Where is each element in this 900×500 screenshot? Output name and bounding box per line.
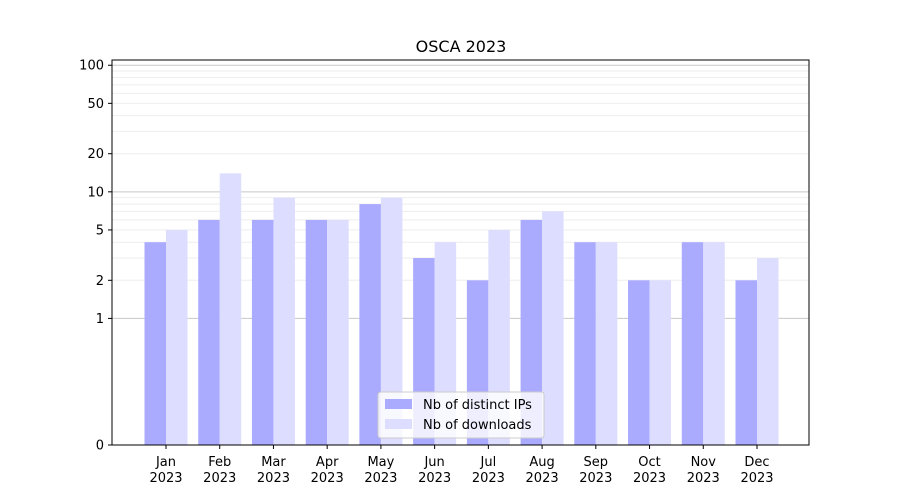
x-tick-label-year: 2023: [149, 471, 182, 486]
bar-distinct-ips: [628, 280, 650, 445]
x-tick-label-month: Aug: [529, 455, 554, 470]
x-tick-label-month: Apr: [316, 455, 339, 470]
chart-title: OSCA 2023: [416, 37, 507, 56]
bar-distinct-ips: [735, 280, 757, 445]
bar-distinct-ips: [681, 242, 704, 445]
bar-downloads: [327, 219, 349, 445]
x-tick-label-month: Jun: [423, 455, 444, 470]
x-tick-label-year: 2023: [687, 471, 720, 486]
bar-distinct-ips: [251, 219, 274, 445]
x-tick-label-month: May: [367, 455, 394, 470]
y-tick-label: 50: [87, 97, 104, 112]
bar-distinct-ips: [520, 219, 543, 445]
x-tick-label-month: Jul: [480, 455, 497, 470]
bar-distinct-ips: [198, 219, 220, 445]
x-tick-label-year: 2023: [579, 471, 612, 486]
legend-swatch: [385, 419, 412, 429]
legend-label: Nb of downloads: [423, 418, 532, 433]
x-tick-label-year: 2023: [257, 471, 290, 486]
y-tick-label: 10: [87, 185, 104, 200]
bar-downloads: [542, 211, 564, 445]
bar-downloads: [757, 258, 779, 445]
legend-swatch: [385, 399, 412, 409]
x-tick-label-year: 2023: [472, 471, 505, 486]
x-tick-label-month: Feb: [208, 455, 231, 470]
bar-distinct-ips: [574, 242, 596, 445]
legend-box: [377, 391, 545, 439]
x-tick-label-month: Oct: [638, 455, 660, 470]
bar-downloads: [380, 197, 403, 445]
bar-downloads: [649, 280, 672, 445]
bar-distinct-ips: [305, 219, 328, 445]
x-tick-label-year: 2023: [203, 471, 236, 486]
y-tick-label: 5: [96, 223, 104, 238]
plot-frame: [111, 59, 810, 446]
x-axis: Jan2023Feb2023Mar2023Apr2023May2023Jun20…: [149, 445, 774, 486]
x-tick-label-year: 2023: [364, 471, 397, 486]
legend: Nb of distinct IPs Nb of downloads: [377, 391, 545, 439]
x-tick-label-year: 2023: [740, 471, 773, 486]
x-tick-label-year: 2023: [418, 471, 451, 486]
bar-downloads: [595, 242, 618, 445]
y-tick-label: 1: [96, 312, 104, 327]
bar-downloads: [273, 197, 295, 445]
y-axis: 0 1 2 5 10 20 50 100: [79, 59, 112, 454]
bar-downloads: [488, 229, 510, 445]
legend-label: Nb of distinct IPs: [423, 398, 532, 413]
x-tick-label-month: Mar: [261, 455, 286, 470]
x-tick-label-month: Sep: [584, 455, 609, 470]
bar-downloads: [703, 242, 725, 445]
y-tick-label: 100: [79, 59, 104, 74]
x-tick-label-month: Jan: [155, 455, 176, 470]
y-tick-label: 2: [96, 274, 104, 289]
x-tick-label-year: 2023: [633, 471, 666, 486]
bar-distinct-ips: [144, 242, 166, 445]
x-tick-label-month: Dec: [744, 455, 769, 470]
x-tick-label-year: 2023: [311, 471, 344, 486]
x-tick-label-month: Nov: [691, 455, 717, 470]
x-tick-label-year: 2023: [526, 471, 559, 486]
bar-distinct-ips: [359, 204, 381, 445]
y-tick-label: 0: [96, 439, 104, 454]
bar-downloads: [166, 229, 188, 445]
y-tick-label: 20: [87, 147, 104, 162]
bar-downloads: [219, 173, 242, 445]
